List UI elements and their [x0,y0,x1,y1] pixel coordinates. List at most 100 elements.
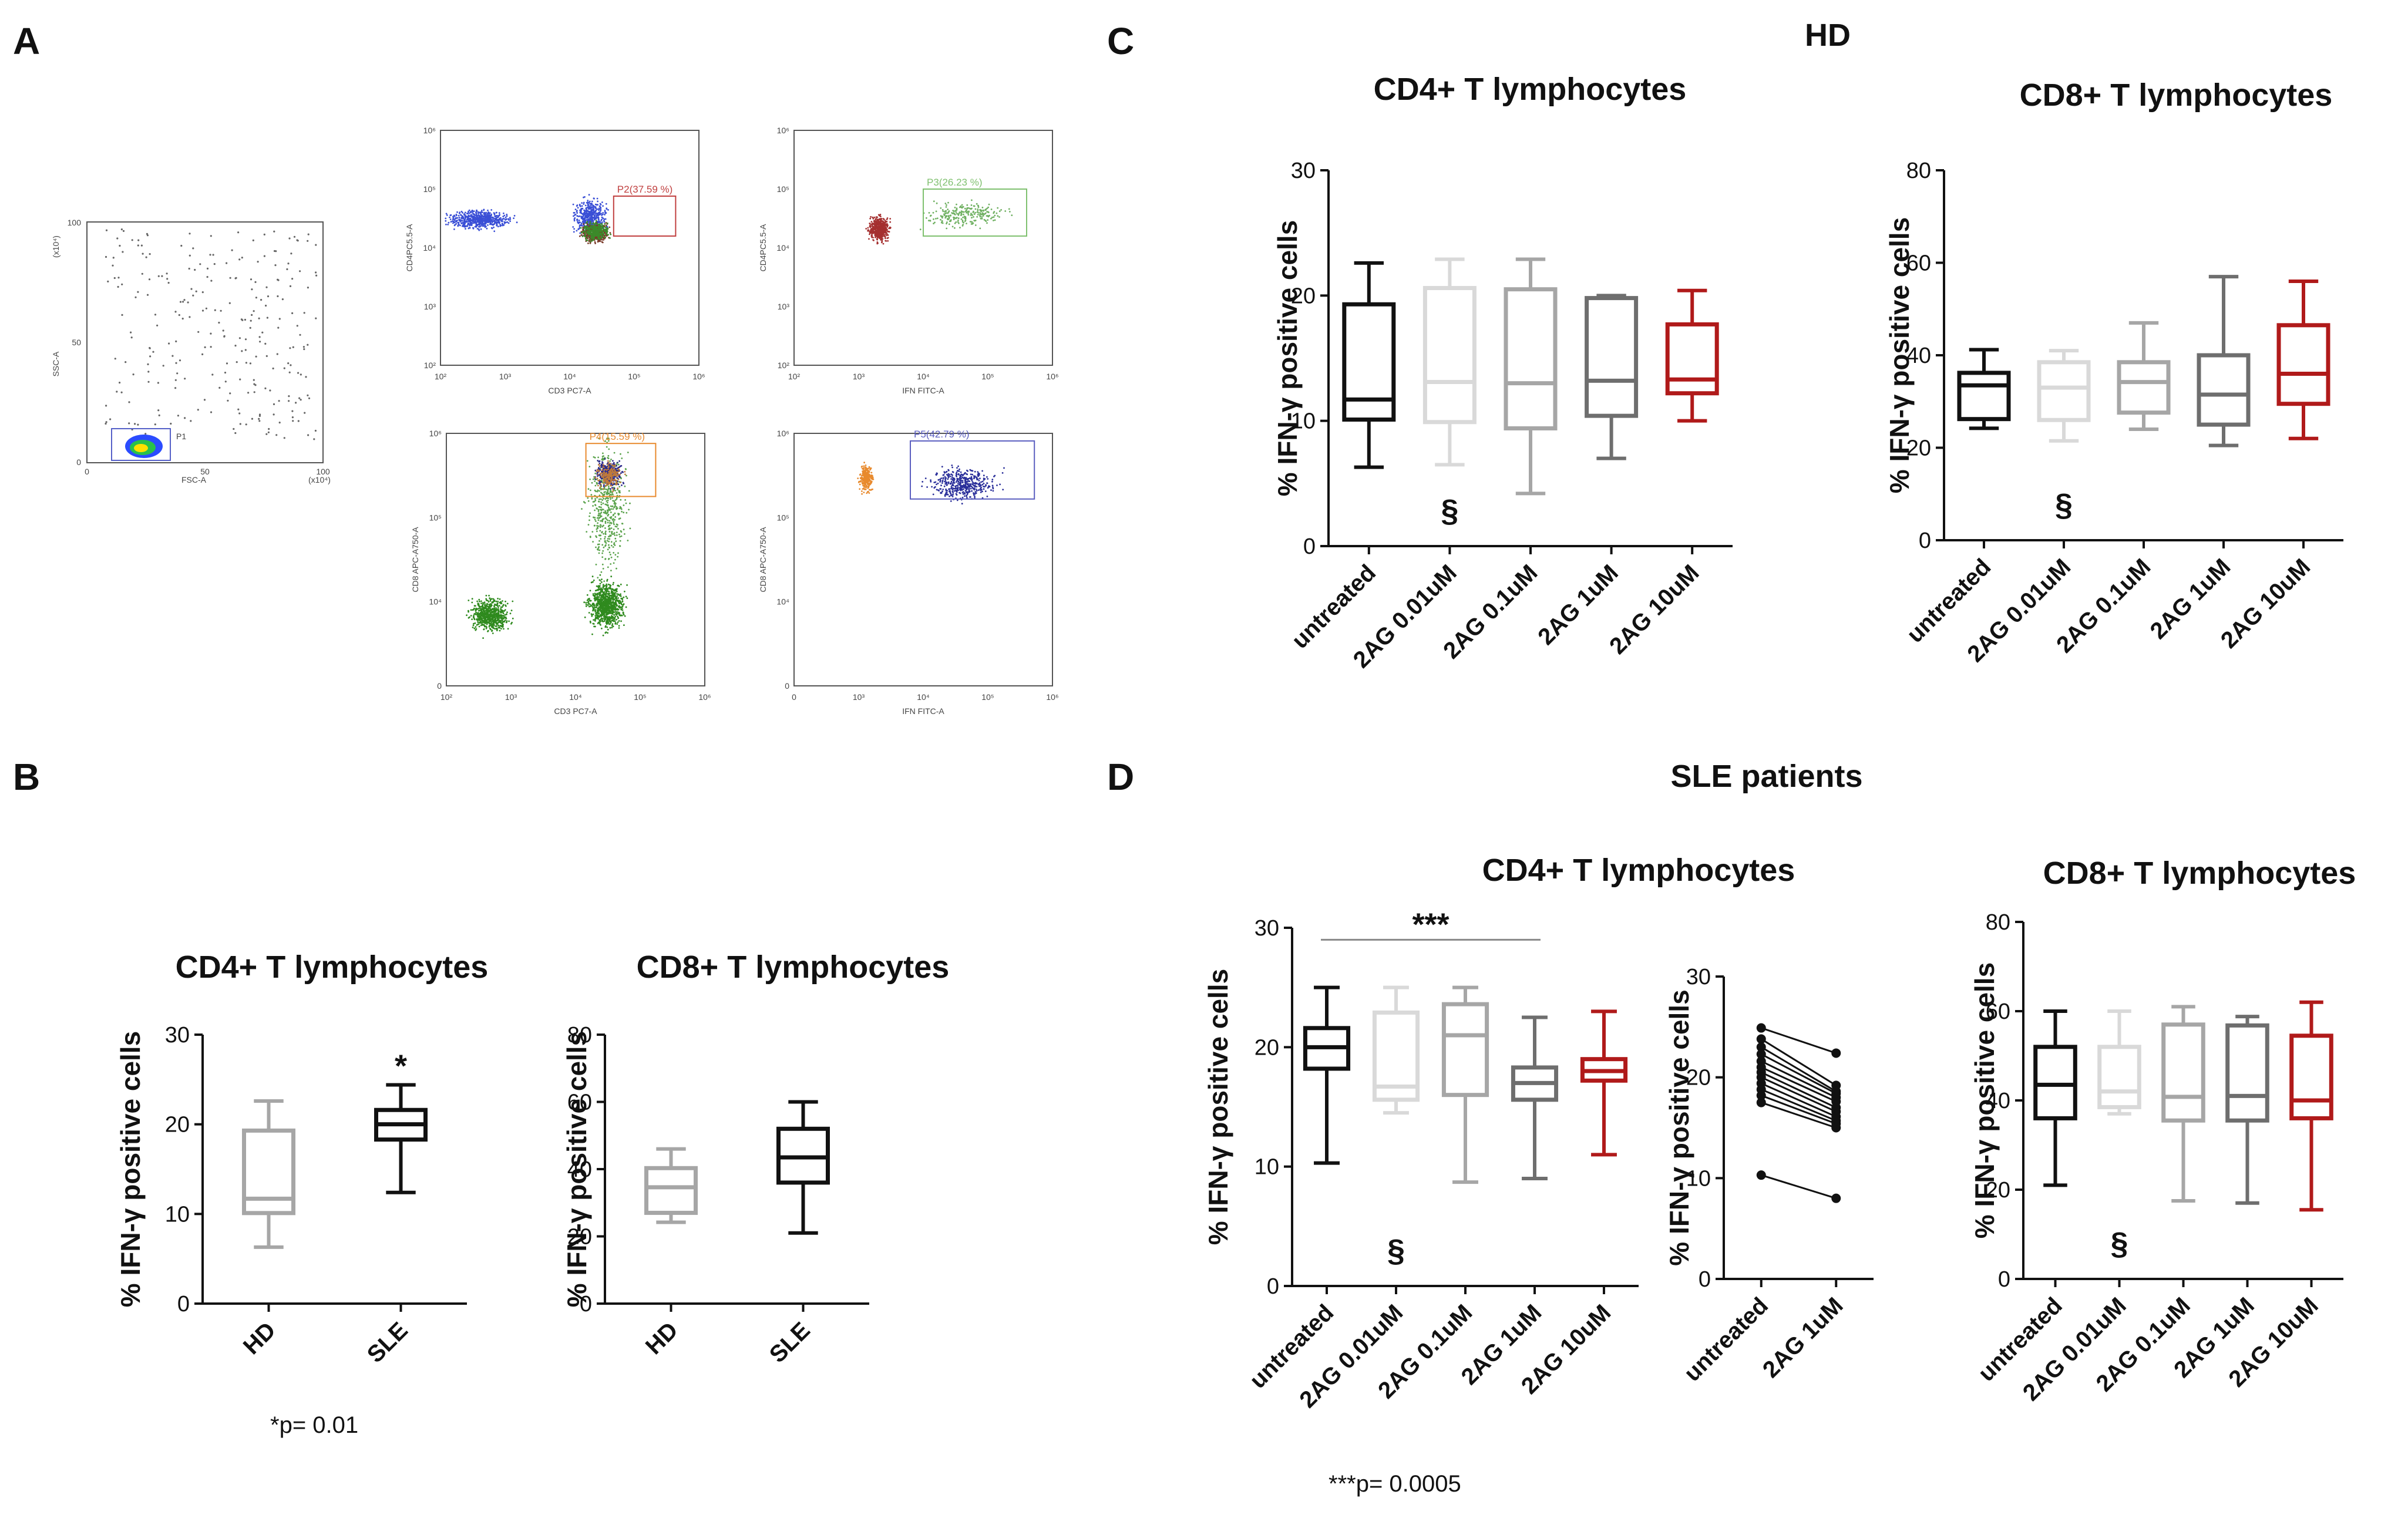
event-dot [472,616,475,618]
event-dot [462,215,464,217]
event-dot [954,210,957,212]
event-dot [500,611,502,613]
event-dot [597,519,600,521]
event-dot [603,518,605,520]
event-dot [604,522,607,524]
event-dot [594,524,596,527]
event-dot [607,506,610,509]
event-dot [619,595,621,597]
event-dot [573,231,575,233]
event-dot [290,253,292,255]
event-dot [596,603,597,605]
event-dot [287,362,290,365]
event-dot [283,437,285,439]
event-dot [588,211,591,213]
event-dot [445,217,447,220]
event-dot [1009,211,1011,213]
x-tick: 10⁶ [1046,372,1058,381]
event-dot [616,507,618,509]
event-dot [456,217,459,219]
event-dot [872,230,875,231]
event-dot [226,362,228,365]
event-dot [958,222,960,224]
event-dot [495,600,497,602]
event-dot [578,219,580,221]
event-dot [495,614,497,616]
event-dot [616,492,618,494]
event-dot [970,214,972,216]
event-dot [601,223,603,225]
event-dot [468,611,469,613]
event-dot [976,216,978,218]
event-dot [499,601,501,604]
event-dot [1008,208,1010,210]
event-dot [600,233,602,235]
event-dot [621,523,624,525]
event-dot [988,203,990,206]
event-dot [595,564,597,565]
event-dot [587,500,590,502]
event-dot [595,616,597,618]
event-dot [609,232,611,234]
event-dot [611,627,613,629]
flow-cytometry-panel: P1 FSC-A SSC-A (x10⁴) (x10⁴) 0 50 100 0 … [51,126,1059,716]
event-dot [105,229,108,231]
event-dot [488,610,490,612]
event-dot [594,618,597,620]
event-dot [613,595,615,598]
event-dot [985,209,987,211]
event-dot [602,550,604,552]
event-dot [579,221,581,224]
event-dot [607,514,609,517]
event-dot [588,227,591,230]
event-dot [604,226,606,228]
event-dot [184,417,186,419]
event-dot [606,607,608,609]
event-dot [142,253,144,255]
event-dot [617,463,620,466]
event-dot [621,457,623,459]
event-dot [584,213,586,216]
event-dot [147,371,150,373]
event-dot [206,276,208,278]
event-dot [886,237,889,239]
event-dot [589,590,591,592]
event-dot [607,489,609,491]
event-dot [624,468,627,470]
event-dot [619,491,621,494]
event-dot [600,206,601,208]
event-dot [620,583,622,585]
event-dot [598,587,600,589]
event-dots [105,228,318,440]
event-dot [594,615,597,617]
event-dot [596,595,598,597]
event-dot [502,621,504,624]
event-dot [475,629,477,631]
event-dot [462,217,465,219]
event-dot [116,390,118,393]
event-dot [498,626,500,628]
event-dot [955,211,957,213]
event-dot [603,230,606,232]
event-dot [455,217,457,219]
event-dot [577,216,580,217]
y-tick: 10⁵ [423,184,436,194]
event-dot [604,533,607,536]
event-dot [604,488,606,490]
event-dot [586,599,588,601]
event-dot [619,506,621,508]
event-dot [610,556,613,558]
event-dot [604,608,606,610]
event-dot [610,527,613,529]
x-tick: 50 [200,467,210,476]
event-dot [594,595,596,597]
event-dot [194,268,196,271]
event-dot [602,502,604,504]
event-dot [594,241,596,243]
event-dot [964,217,966,220]
event-dot [244,318,246,321]
event-dot [947,208,949,210]
event-dot [480,617,482,619]
event-dot [263,255,265,257]
event-dot [483,610,485,612]
